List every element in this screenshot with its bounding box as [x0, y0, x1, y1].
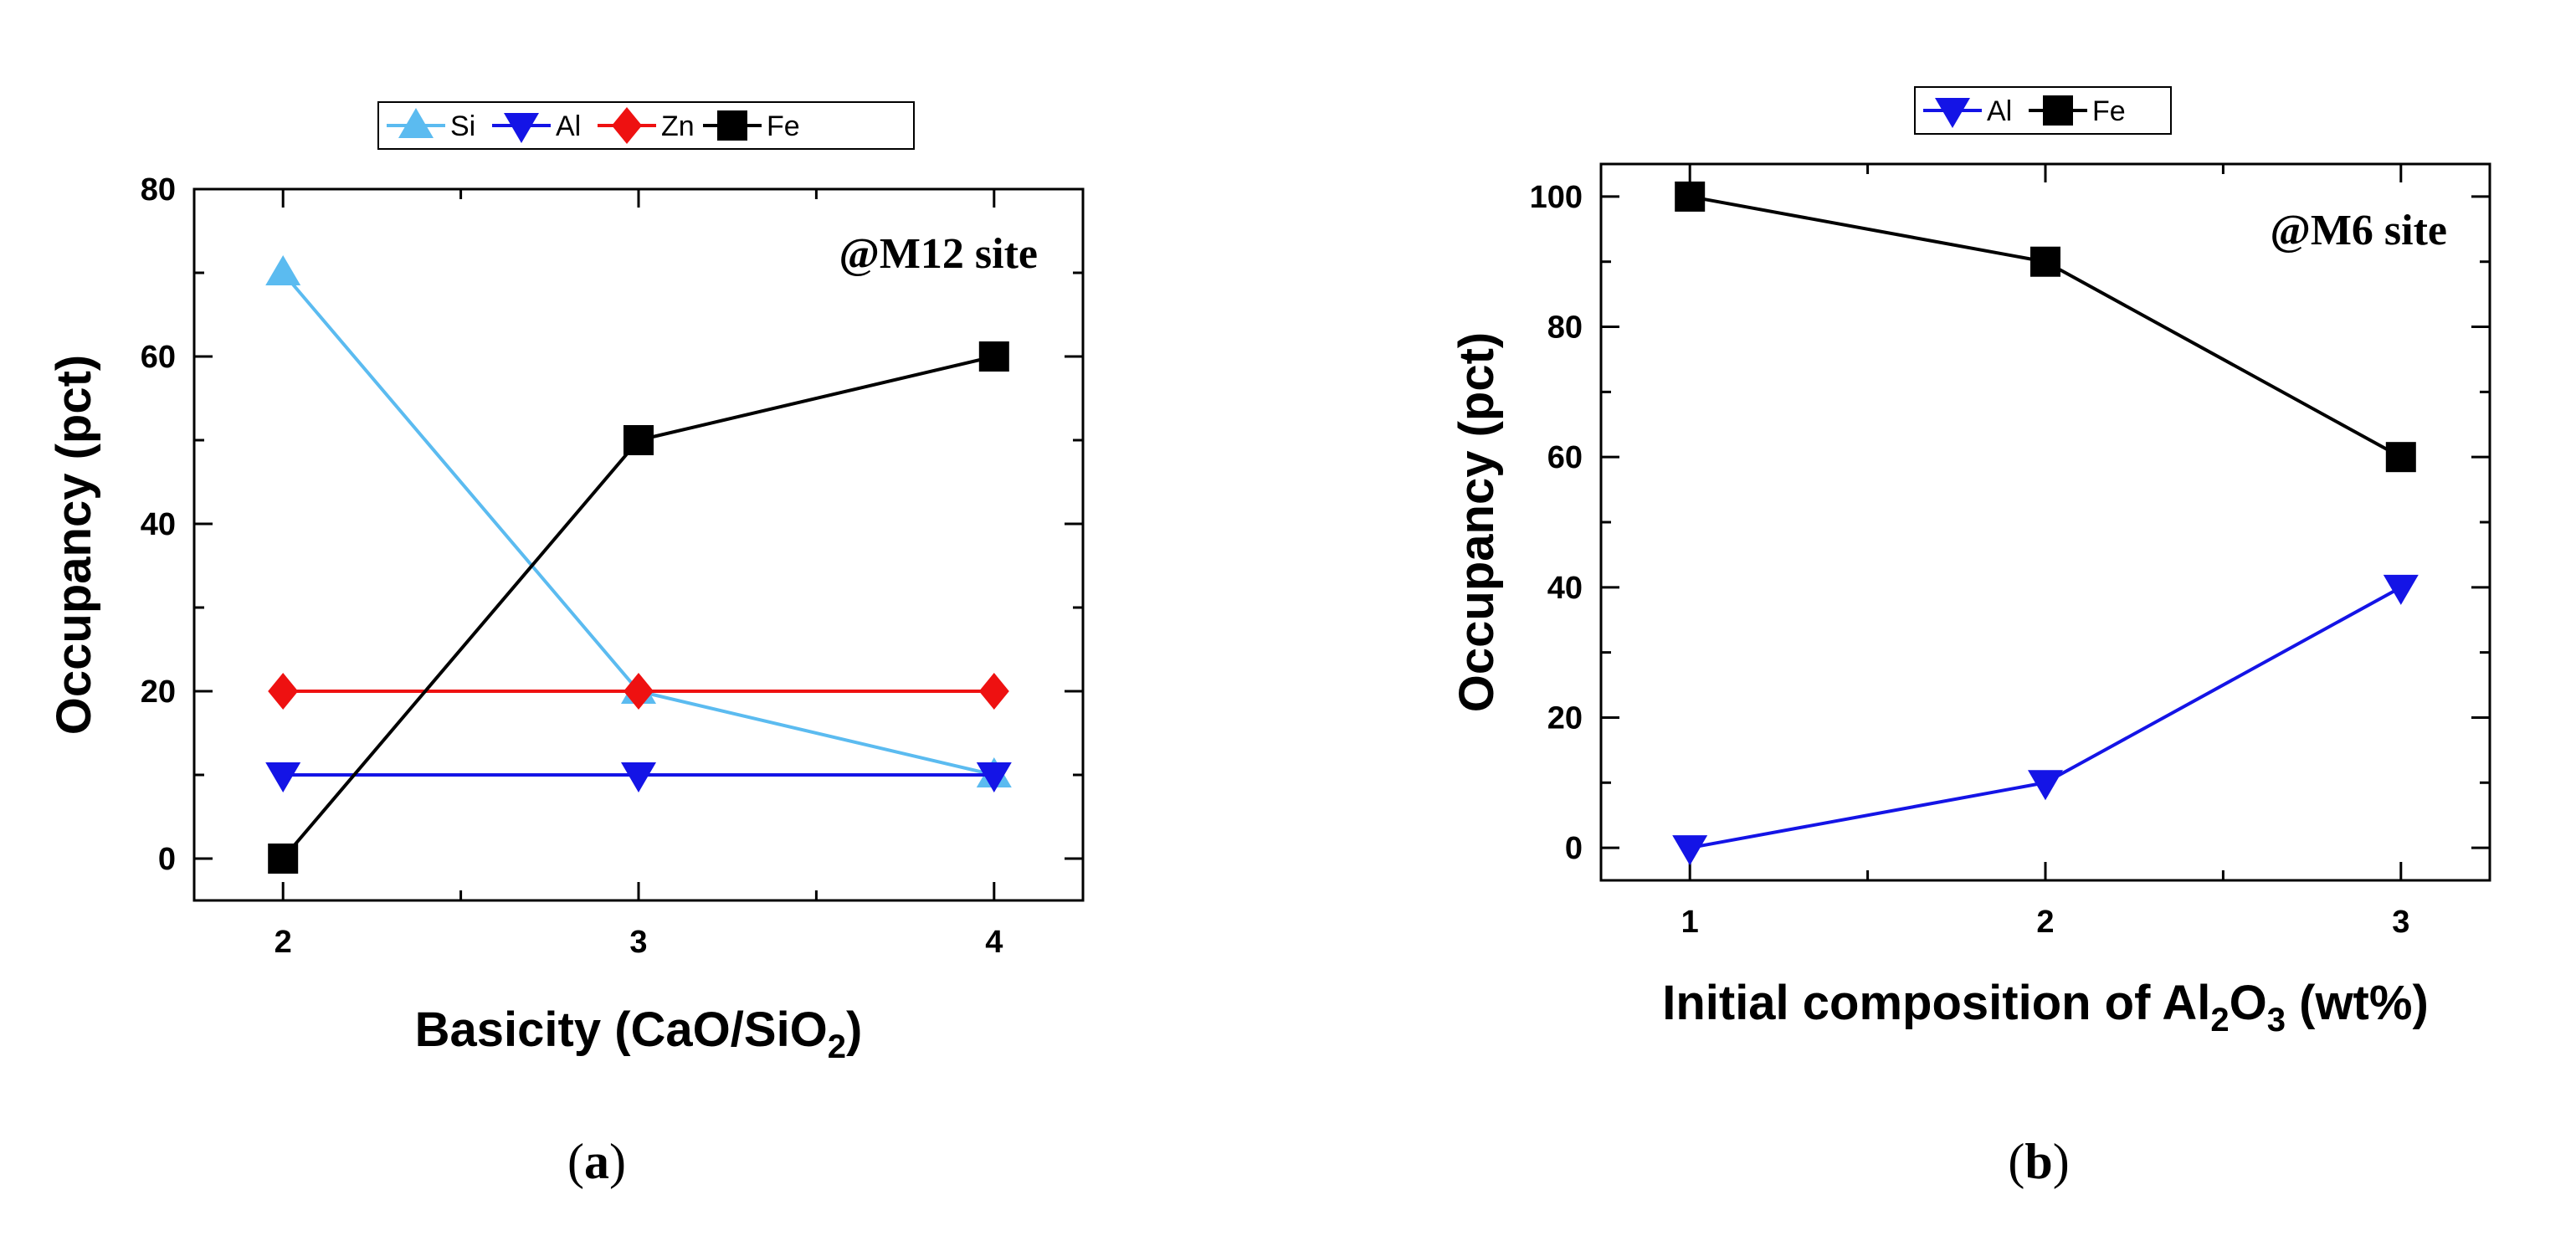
- x-axis-label-part: ): [846, 1003, 862, 1057]
- legend-label-fe: Fe: [2092, 95, 2126, 127]
- data-point-zn: [268, 673, 299, 710]
- legend-label-al: Al: [1987, 95, 2012, 127]
- data-point-al: [621, 762, 656, 792]
- y-tick-label: 20: [1547, 700, 1583, 736]
- legend-marker-zn: [612, 107, 642, 144]
- y-tick-label: 80: [1547, 310, 1583, 346]
- x-axis-label-part: (wt%): [2286, 976, 2429, 1030]
- x-tick-label: 3: [629, 925, 647, 960]
- chart-panel-a: 0 20 40 60 80 2 3 4 @M12 site Occupancy (pct) Basi…: [47, 101, 1085, 1189]
- site-annotation: @M6 site: [2270, 207, 2447, 254]
- legend-marker-fe: [717, 110, 747, 141]
- panel-caption: (b): [2008, 1134, 2069, 1189]
- caption-letter: b: [2024, 1134, 2052, 1189]
- legend-label-zn: Zn: [661, 110, 695, 142]
- data-point-al: [976, 762, 1012, 792]
- data-point-zn: [978, 673, 1009, 710]
- panel-caption: (a): [567, 1134, 626, 1189]
- x-axis-label: Initial composition of Al2O3 (wt%): [1662, 976, 2429, 1039]
- legend-marker-al: [504, 113, 539, 143]
- caption-paren: (: [2008, 1134, 2024, 1189]
- x-axis-label-part: O: [2230, 976, 2267, 1030]
- x-tick-label: 1: [1681, 905, 1699, 940]
- data-point-fe: [1675, 181, 1706, 212]
- y-tick-label: 60: [1547, 440, 1583, 475]
- data-point-fe: [2385, 442, 2416, 473]
- x-axis-label-part: Initial composition of Al: [1662, 976, 2210, 1030]
- plot-frame: [192, 187, 1085, 902]
- data-point-fe: [268, 844, 299, 874]
- legend-marker-si: [398, 108, 434, 138]
- x-axis-label-part: 2: [2210, 1002, 2229, 1039]
- y-tick-label: 100: [1530, 180, 1583, 215]
- x-tick-label: 2: [2036, 905, 2054, 940]
- legend-label-fe: Fe: [767, 110, 800, 142]
- y-tick-label: 80: [141, 172, 176, 208]
- x-axis-label-part: 3: [2267, 1002, 2286, 1039]
- y-axis-label: Occupancy (pct): [1450, 332, 1504, 712]
- legend-label-si: Si: [450, 110, 475, 142]
- x-tick-label: 3: [2392, 905, 2409, 940]
- x-axis-label: Basicity (CaO/SiO2): [415, 1003, 863, 1065]
- data-point-al: [1672, 835, 1708, 866]
- x-tick-label: 4: [985, 925, 1003, 960]
- data-point-al: [265, 762, 301, 792]
- legend-label-al: Al: [556, 110, 581, 142]
- data-point-fe: [978, 341, 1009, 372]
- x-axis-label-part: 2: [828, 1028, 846, 1065]
- x-axis-label-part: Basicity (CaO/SiO: [415, 1003, 828, 1057]
- data-point-al: [2028, 770, 2063, 801]
- data-point-fe: [2030, 246, 2060, 277]
- data-point-zn: [623, 673, 654, 710]
- data-point-si: [265, 255, 301, 285]
- legend-marker-al: [1935, 98, 1970, 128]
- y-tick-label: 0: [158, 842, 176, 877]
- caption-paren: (: [567, 1134, 584, 1189]
- y-tick-label: 40: [141, 507, 176, 542]
- data-point-al: [2383, 574, 2419, 605]
- series-line-al: [1689, 586, 2402, 850]
- y-tick-label: 40: [1547, 571, 1583, 606]
- site-annotation: @M12 site: [839, 230, 1038, 278]
- y-axis-label: Occupancy (pct): [47, 355, 101, 735]
- legend-marker-fe: [2043, 95, 2073, 126]
- y-tick-label: 0: [1565, 831, 1583, 866]
- y-tick-label: 20: [141, 674, 176, 710]
- caption-paren: ): [2053, 1134, 2070, 1189]
- x-tick-label: 2: [275, 925, 292, 960]
- chart-panel-b: 0 20 40 60 80 100 1 2 3 @M6 site Occupancy (pct) In…: [1450, 86, 2491, 1189]
- caption-paren: ): [609, 1134, 626, 1189]
- y-tick-label: 60: [141, 340, 176, 375]
- caption-letter: a: [584, 1134, 609, 1189]
- data-point-fe: [623, 425, 654, 455]
